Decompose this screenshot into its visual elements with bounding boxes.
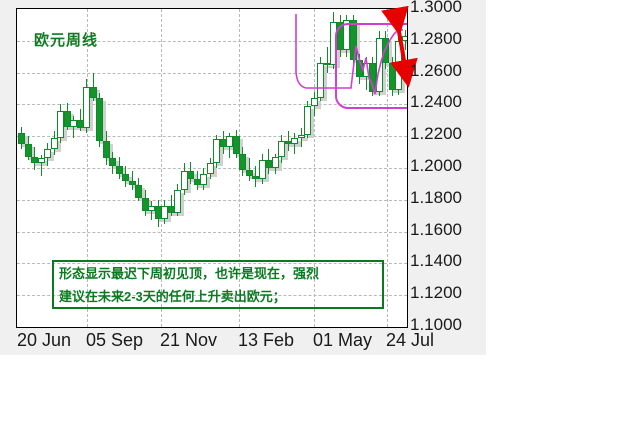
candle-wick — [301, 128, 302, 148]
candle-body-bullish — [213, 139, 220, 164]
x-axis-tick: 05 Sep — [86, 330, 144, 350]
candle-body-bullish — [51, 137, 58, 149]
gridline-vertical — [314, 9, 315, 327]
candle-shadow — [288, 143, 295, 148]
chart-widget: 欧元周线 形态显示最迟下周初见顶，也许是现在，强烈 建议在未来2-3天的任何上升… — [0, 0, 486, 355]
candle-body-bearish — [109, 158, 116, 167]
chart-title: 欧元周线 — [34, 32, 99, 49]
x-axis-tick: 20 Jun — [17, 330, 72, 350]
x-axis-tick: 21 Nov — [160, 330, 218, 350]
candle-wick — [80, 109, 81, 132]
y-axis-tick: 1.1400 — [410, 251, 462, 271]
y-axis-tick: 1.2800 — [410, 28, 462, 48]
candle-body-bearish — [103, 140, 110, 159]
candle-shadow — [151, 209, 158, 214]
x-axis-tick: 01 May — [313, 330, 373, 350]
candle-wick — [288, 131, 289, 151]
candle-body-bearish — [18, 133, 25, 145]
y-axis-tick: 1.3000 — [410, 0, 462, 16]
candle-body-bearish — [187, 171, 194, 180]
candle-wick — [327, 47, 328, 73]
y-axis-tick: 1.2000 — [410, 156, 462, 175]
candle-wick — [93, 72, 94, 102]
candle-body-bullish — [83, 86, 90, 129]
candle-body-bearish — [129, 180, 136, 186]
gridline-horizontal — [17, 327, 407, 328]
gridline-vertical — [87, 9, 88, 327]
x-axis-labels: 20 Jun 05 Sep 21 Nov 13 Feb 01 May 24 Jul — [12, 330, 434, 354]
candle-body-bullish — [272, 156, 279, 168]
forecast-note-line-2: 建议在未来2-3天的任何上升卖出欧元； — [59, 289, 286, 304]
candle-body-bearish — [25, 144, 32, 157]
candle-body-bearish — [116, 166, 123, 175]
y-axis-tick: 1.2600 — [410, 60, 462, 80]
y-axis-tick: 1.1200 — [410, 283, 462, 303]
candle-body-bearish — [239, 153, 246, 170]
y-axis-labels: 1.3000 1.2800 1.2600 1.2400 1.2200 1.2000 1.18… — [410, 0, 486, 336]
candle-body-bullish — [38, 158, 45, 164]
forecast-note-line-1: 形态显示最迟下周初见顶，也许是现在，强烈 — [59, 266, 320, 281]
gridline-horizontal — [17, 231, 407, 233]
candle-body-bullish — [226, 136, 233, 148]
candle-body-bearish — [31, 156, 38, 164]
y-axis-tick: 1.1800 — [410, 187, 462, 207]
gridline-horizontal — [17, 263, 407, 265]
gridline-vertical — [161, 9, 162, 327]
candle-body-bullish — [148, 206, 155, 211]
candle-body-bearish — [90, 86, 97, 99]
candle-body-bullish — [70, 120, 77, 127]
candle-body-bearish — [252, 175, 259, 180]
candle-body-bullish — [259, 160, 266, 180]
candle-wick — [41, 155, 42, 176]
candle-body-bearish — [64, 110, 71, 127]
gridline-horizontal — [17, 295, 407, 297]
candle-body-bearish — [135, 185, 142, 199]
candle-body-bullish — [304, 105, 311, 135]
y-axis-tick: 1.1600 — [410, 219, 462, 239]
candle-body-bullish — [311, 98, 318, 106]
gridline-horizontal — [17, 40, 407, 42]
gridline-horizontal — [17, 104, 407, 106]
candle-body-bearish — [122, 174, 129, 181]
gridline-vertical — [387, 9, 388, 327]
candle-body-bullish — [291, 137, 298, 145]
candle-body-bearish — [233, 136, 240, 154]
candle-body-bullish — [278, 140, 285, 157]
candle-body-bullish — [181, 171, 188, 191]
candle-shadow — [41, 161, 48, 167]
candle-body-bearish — [96, 98, 103, 141]
gridline-horizontal — [17, 72, 407, 74]
candle-body-bullish — [174, 190, 181, 213]
candle-body-bullish — [200, 174, 207, 186]
plot-area: 欧元周线 形态显示最迟下周初见顶，也许是现在，强烈 建议在未来2-3天的任何上升… — [16, 8, 408, 328]
candle-body-bullish — [317, 63, 324, 99]
candle-body-bullish — [57, 110, 64, 138]
y-axis-tick: 1.1000 — [410, 315, 462, 334]
consolidation-highlight-rect — [335, 23, 407, 109]
candle-wick — [171, 195, 172, 216]
candle-body-bearish — [246, 169, 253, 176]
x-axis-tick: 13 Feb — [238, 330, 295, 350]
candle-body-bearish — [265, 160, 272, 168]
candle-body-bullish — [44, 148, 51, 159]
y-axis-tick: 1.2400 — [410, 92, 462, 112]
candle-shadow — [255, 178, 262, 183]
candle-body-bullish — [161, 206, 168, 219]
x-axis-tick: 24 Jul — [386, 330, 435, 350]
candle-shadow — [301, 137, 308, 141]
gridline-horizontal — [17, 199, 407, 201]
candle-body-bearish — [142, 198, 149, 211]
candle-body-bullish — [298, 134, 305, 138]
forecast-note-box: 形态显示最迟下周初见顶，也许是现在，强烈 建议在未来2-3天的任何上升卖出欧元； — [52, 260, 384, 309]
y-axis-tick: 1.2200 — [410, 124, 462, 144]
candle-wick — [132, 171, 133, 191]
gridline-horizontal — [17, 136, 407, 138]
candle-body-bullish — [207, 163, 214, 175]
